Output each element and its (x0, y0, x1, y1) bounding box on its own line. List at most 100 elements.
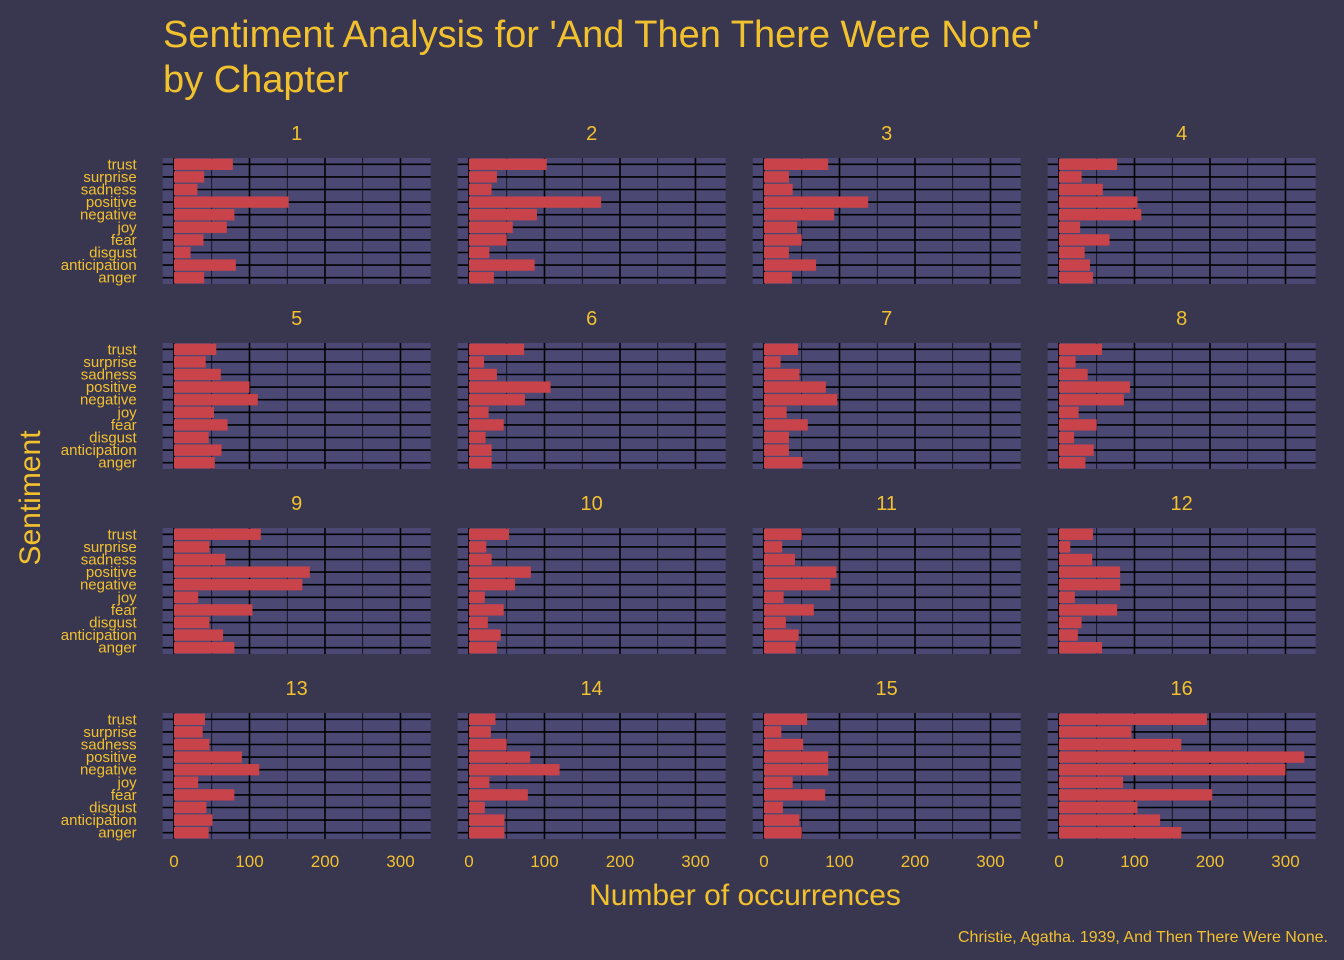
bar-trust-chapter-15 (764, 713, 808, 725)
y-tick-label: trust (107, 341, 137, 358)
bar-sadness-chapter-10 (469, 553, 492, 566)
bar-positive-chapter-2 (469, 196, 602, 208)
bar-negative-chapter-15 (764, 764, 829, 776)
bar-positive-chapter-4 (1059, 196, 1138, 208)
y-tick-label: fear (111, 602, 137, 619)
x-tick-label: 200 (311, 852, 339, 871)
x-tick-label: 0 (169, 852, 178, 871)
facet-label: 1 (291, 123, 302, 145)
bar-anticipation-chapter-12 (1059, 629, 1078, 641)
bar-disgust-chapter-4 (1059, 246, 1085, 259)
facet-label: 6 (586, 308, 597, 330)
bar-negative-chapter-16 (1059, 764, 1286, 776)
bar-negative-chapter-8 (1059, 394, 1124, 406)
bar-disgust-chapter-2 (469, 246, 490, 259)
facet-panel-5: 5 trustsurprisesadnesspositivenegativejoy… (61, 308, 431, 472)
bar-trust-chapter-6 (469, 343, 525, 355)
bar-negative-chapter-14 (469, 764, 560, 776)
bar-anticipation-chapter-5 (174, 444, 222, 456)
bar-anger-chapter-6 (469, 457, 492, 469)
bar-disgust-chapter-9 (174, 616, 210, 629)
bar-fear-chapter-15 (764, 789, 826, 801)
x-tick-label: 100 (825, 852, 853, 871)
y-tick-label: fear (111, 232, 137, 249)
bar-anticipation-chapter-15 (764, 814, 800, 826)
bar-anger-chapter-4 (1059, 272, 1093, 284)
y-tick-label: negative (80, 577, 137, 594)
y-tick-label: sadness (81, 552, 137, 569)
bar-surprise-chapter-16 (1059, 726, 1132, 738)
bar-disgust-chapter-11 (764, 616, 786, 629)
facet-label: 5 (291, 308, 302, 330)
y-tick-label: positive (86, 194, 137, 211)
bar-fear-chapter-16 (1059, 789, 1213, 801)
bar-sadness-chapter-14 (469, 738, 507, 751)
bar-trust-chapter-3 (764, 158, 829, 170)
bar-positive-chapter-14 (469, 751, 531, 763)
facet-panel-14: 14 0 100 200 300 (457, 678, 726, 871)
y-tick-label: negative (80, 392, 137, 409)
bar-sadness-chapter-2 (469, 183, 492, 196)
bar-negative-chapter-3 (764, 209, 835, 221)
bar-positive-chapter-3 (764, 196, 869, 208)
bar-positive-chapter-16 (1059, 751, 1305, 763)
x-tick-label: 300 (386, 852, 414, 871)
facet-panel-15: 15 0 100 200 300 (752, 678, 1021, 871)
bar-anger-chapter-1 (174, 272, 205, 284)
bar-anticipation-chapter-16 (1059, 814, 1161, 826)
x-tick-label: 0 (464, 852, 473, 871)
bar-fear-chapter-2 (469, 234, 507, 246)
x-tick-label: 300 (976, 852, 1004, 871)
x-tick-label: 100 (235, 852, 263, 871)
bar-anger-chapter-7 (764, 457, 803, 469)
bar-disgust-chapter-7 (764, 431, 789, 444)
y-tick-label: anticipation (61, 257, 137, 274)
bar-trust-chapter-16 (1059, 713, 1207, 725)
facet-panel-6: 6 (457, 308, 726, 469)
bar-positive-chapter-5 (174, 381, 250, 393)
y-tick-label: trust (107, 526, 137, 543)
bar-joy-chapter-6 (469, 406, 489, 418)
y-tick-label: negative (80, 762, 137, 779)
bar-sadness-chapter-1 (174, 183, 198, 196)
bar-anticipation-chapter-2 (469, 259, 535, 271)
bar-sadness-chapter-7 (764, 368, 800, 381)
bar-joy-chapter-9 (174, 591, 199, 603)
bar-trust-chapter-9 (174, 528, 261, 540)
bar-joy-chapter-5 (174, 406, 215, 418)
bar-fear-chapter-10 (469, 604, 504, 616)
bar-trust-chapter-2 (469, 158, 547, 170)
y-tick-label: disgust (89, 245, 137, 262)
bar-anger-chapter-5 (174, 457, 215, 469)
bar-positive-chapter-10 (469, 566, 531, 578)
y-tick-label: trust (107, 711, 137, 728)
bar-surprise-chapter-14 (469, 726, 491, 738)
y-tick-label: positive (86, 564, 137, 581)
bar-fear-chapter-11 (764, 604, 814, 616)
bar-surprise-chapter-10 (469, 541, 487, 553)
y-tick-label: anger (98, 455, 136, 472)
facet-panel-9: 9 trustsurprisesadnesspositivenegativejoy… (61, 493, 431, 657)
y-axis-title: Sentiment (14, 430, 47, 566)
bar-sadness-chapter-11 (764, 553, 795, 566)
panel-background (457, 528, 726, 654)
facet-panel-11: 11 (752, 493, 1021, 654)
bar-trust-chapter-12 (1059, 528, 1093, 540)
facet-label: 12 (1171, 493, 1193, 515)
bar-joy-chapter-8 (1059, 406, 1079, 418)
bar-anticipation-chapter-14 (469, 814, 505, 826)
panel-background (752, 343, 1021, 469)
y-tick-label: joy (116, 774, 137, 791)
bar-positive-chapter-13 (174, 751, 242, 763)
bar-sadness-chapter-8 (1059, 368, 1088, 381)
bar-surprise-chapter-9 (174, 541, 210, 553)
bar-fear-chapter-13 (174, 789, 235, 801)
bar-sadness-chapter-3 (764, 183, 793, 196)
bar-sadness-chapter-13 (174, 738, 210, 751)
facet-label: 4 (1176, 123, 1187, 145)
bar-anger-chapter-14 (469, 827, 505, 839)
bar-surprise-chapter-2 (469, 171, 497, 183)
bar-trust-chapter-10 (469, 528, 510, 540)
y-tick-label: surprise (83, 169, 136, 186)
